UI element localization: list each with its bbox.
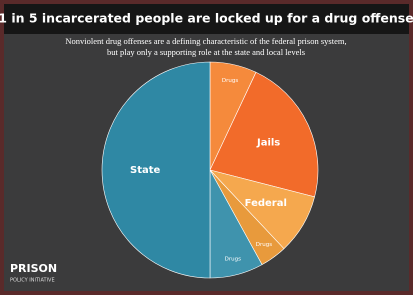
subtitle: Nonviolent drug offenses are a defining …	[65, 36, 346, 46]
slice-label: State	[130, 165, 161, 176]
logo-name: PRISON	[10, 262, 57, 275]
slice-label: Drugs	[222, 78, 238, 84]
subtitle: but play only a supporting role at the s…	[107, 47, 305, 57]
slice-label: Drugs	[256, 242, 272, 248]
chart-title: 1 in 5 incarcerated people are locked up…	[0, 11, 413, 26]
logo-tagline: POLICY INITIATIVE	[10, 278, 55, 284]
chart: 1 in 5 incarcerated people are locked up…	[0, 0, 413, 295]
slice-label: Federal	[245, 198, 287, 209]
page: 1 in 5 incarcerated people are locked up…	[0, 0, 413, 295]
slice-label: Jails	[256, 137, 280, 148]
slice-label: Drugs	[225, 256, 241, 262]
